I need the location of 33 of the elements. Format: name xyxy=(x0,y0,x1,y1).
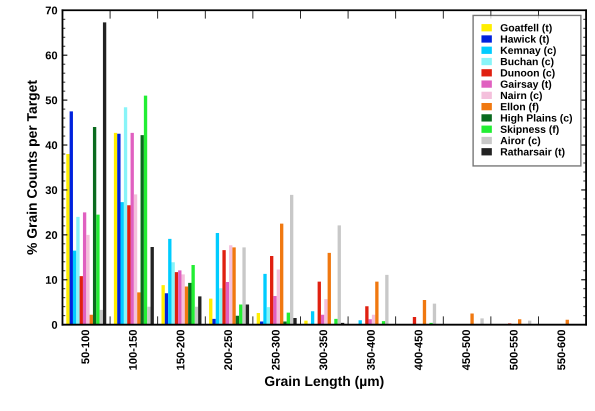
y-axis-title: % Grain Counts per Target xyxy=(26,80,40,255)
y-tick-label: 0 xyxy=(52,320,58,329)
x-tick-label: 550-600 xyxy=(557,330,566,370)
legend-label: Buchan (c) xyxy=(500,58,554,68)
y-tick-label: 40 xyxy=(45,141,58,150)
y-tick-label: 50 xyxy=(46,96,58,104)
x-tick-label: 100-150 xyxy=(128,330,137,370)
x-tick-label: 50-100 xyxy=(81,330,90,364)
y-tick-label: 20 xyxy=(46,231,58,239)
x-tick-label: 200-250 xyxy=(224,330,232,370)
legend-label: Nairn (c) xyxy=(500,91,542,102)
x-tick-label: 350-400 xyxy=(366,330,375,370)
x-tick-label: 250-300 xyxy=(272,330,280,370)
legend-label: High Plains (c) xyxy=(500,114,572,124)
legend-label: Ratharsair (t) xyxy=(500,148,565,158)
x-tick-label: 500-550 xyxy=(510,330,518,370)
y-tick-label: 10 xyxy=(46,276,58,284)
legend-label: Kemnay (c) xyxy=(500,46,556,56)
legend-label: Gairsay (t) xyxy=(500,80,552,90)
x-tick-label: 150-200 xyxy=(176,330,184,370)
x-axis-title: Grain Length (µm) xyxy=(264,376,384,389)
x-tick-label: 400-450 xyxy=(414,330,422,370)
y-tick-label: 70 xyxy=(46,6,58,14)
y-tick-label: 60 xyxy=(46,51,58,60)
legend-label: Skipness (f) xyxy=(500,125,559,136)
legend-label: Goatfell (t) xyxy=(500,24,552,34)
legend-label: Airor (c) xyxy=(500,136,540,146)
legend-label: Ellon (f) xyxy=(500,102,538,112)
legend-label: Dunoon (c) xyxy=(500,68,555,79)
legend-label: Hawick (t) xyxy=(500,35,549,45)
x-tick-label: 450-500 xyxy=(462,330,470,370)
y-tick-label: 30 xyxy=(46,186,58,194)
x-tick-label: 300-350 xyxy=(319,330,328,370)
